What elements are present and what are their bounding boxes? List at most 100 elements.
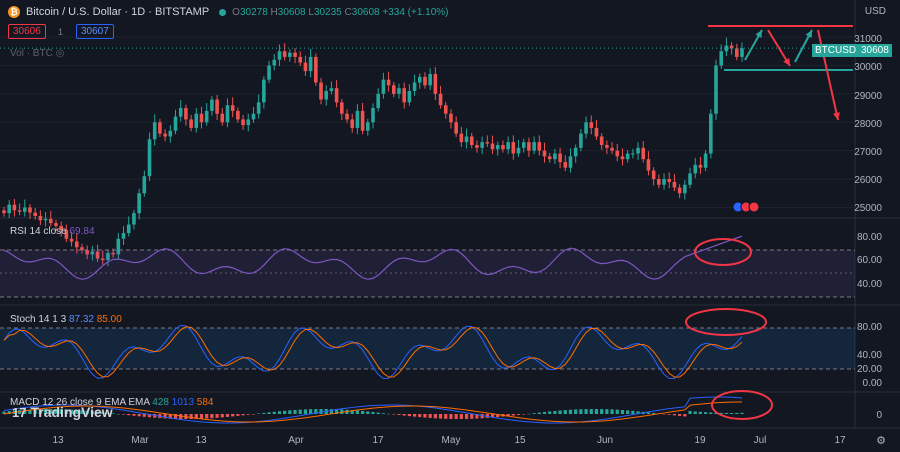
candle-body [288, 52, 292, 57]
candle-body [54, 223, 58, 226]
macd-highlight-circle [711, 390, 773, 420]
stoch-tick: 20.00 [856, 364, 882, 375]
candle-body [303, 62, 308, 72]
gear-icon[interactable]: ⚙ [876, 435, 886, 447]
macd-bar [542, 411, 547, 414]
candle-body [298, 56, 303, 63]
candle-body [147, 139, 152, 177]
macd-bar [7, 411, 11, 414]
price-tick: 31000 [854, 34, 882, 45]
macd-bar [376, 412, 380, 414]
candle-body [90, 251, 95, 255]
candle-body [137, 193, 141, 214]
quantity-label: 1 [58, 27, 64, 37]
macd-bar [189, 414, 193, 419]
candle-body [475, 144, 479, 148]
eye-icon[interactable]: ◎ [55, 48, 65, 59]
macd-bar [85, 410, 89, 414]
stoch-k-line [3, 324, 743, 379]
candle-body [402, 88, 406, 103]
candle-body [714, 65, 718, 114]
macd-bar [480, 414, 484, 419]
sell-button[interactable]: 30606 [8, 24, 46, 39]
candle-body [132, 213, 136, 225]
macd-bar [402, 414, 406, 416]
macd-bar [386, 413, 391, 415]
candle-body [599, 136, 604, 145]
price-tick: 28000 [854, 119, 882, 130]
macd-bar [121, 414, 126, 415]
candle-body [74, 241, 79, 248]
candle-body [589, 122, 594, 128]
candle-body [563, 162, 568, 168]
macd-bar [194, 414, 198, 419]
event-icon [748, 201, 760, 213]
macd-bar [693, 411, 697, 414]
macd-bar [33, 409, 37, 414]
rsi-tick: 40.00 [856, 279, 882, 290]
candle-body [17, 210, 22, 212]
macd-bar [511, 414, 515, 416]
macd-bar [444, 414, 448, 419]
date-tick: 19 [694, 435, 706, 446]
stoch-d-line [3, 326, 743, 378]
macd-line [3, 396, 743, 424]
candle-body [371, 108, 375, 123]
macd-bar [314, 409, 318, 414]
macd-bar [735, 412, 739, 414]
candle-body [703, 153, 708, 168]
candle-body [698, 164, 703, 168]
candle-body [184, 108, 188, 120]
macd-bar [272, 411, 276, 414]
buy-button[interactable]: 30607 [76, 24, 114, 39]
candle-body [199, 113, 204, 123]
candle-body [636, 147, 640, 154]
candle-body [729, 45, 734, 49]
candle-body [308, 56, 313, 72]
macd-bar [262, 412, 266, 414]
macd-bar [127, 414, 131, 416]
symbol-title[interactable]: Bitcoin / U.S. Dollar · 1D · BITSTAMP [26, 6, 210, 18]
candle-body [625, 153, 630, 160]
candle-body [391, 85, 396, 94]
candle-body [683, 184, 687, 194]
macd-bar [464, 414, 469, 419]
macd-bar [231, 414, 235, 417]
macd-bar [594, 409, 599, 414]
candle-body [28, 207, 32, 213]
macd-bar [277, 411, 282, 414]
candle-body [407, 91, 412, 103]
macd-bar [2, 411, 6, 414]
macd-bar [407, 414, 411, 417]
macd-bar [490, 414, 495, 418]
macd-bar [267, 412, 271, 414]
candle-body [7, 204, 11, 214]
macd-bar [69, 409, 74, 414]
candle-body [360, 110, 365, 131]
candle-body [267, 65, 271, 80]
candle-body [553, 153, 557, 160]
date-tick: 15 [514, 435, 526, 446]
macd-bar [454, 414, 458, 419]
candle-body [126, 224, 131, 234]
macd-bar [579, 409, 583, 414]
macd-bar [548, 411, 552, 414]
macd-bar [43, 409, 48, 414]
macd-bar [470, 414, 474, 419]
macd-bar [28, 409, 32, 414]
candle-body [293, 52, 297, 57]
stoch-legend: Stoch 14 1 3 87.32 85.00 [10, 314, 122, 325]
price-tick: 29000 [854, 91, 882, 102]
candle-body [386, 79, 391, 86]
macd-bar [688, 410, 692, 414]
macd-bar [163, 414, 167, 419]
macd-bar [615, 409, 619, 414]
symbol-tag: BTCUSD [812, 44, 860, 57]
candle-body [106, 252, 110, 261]
candle-body [158, 122, 162, 134]
macd-bar [80, 410, 84, 414]
candle-body [215, 99, 219, 114]
candle-body [85, 250, 89, 255]
currency-label[interactable]: USD [864, 6, 886, 17]
